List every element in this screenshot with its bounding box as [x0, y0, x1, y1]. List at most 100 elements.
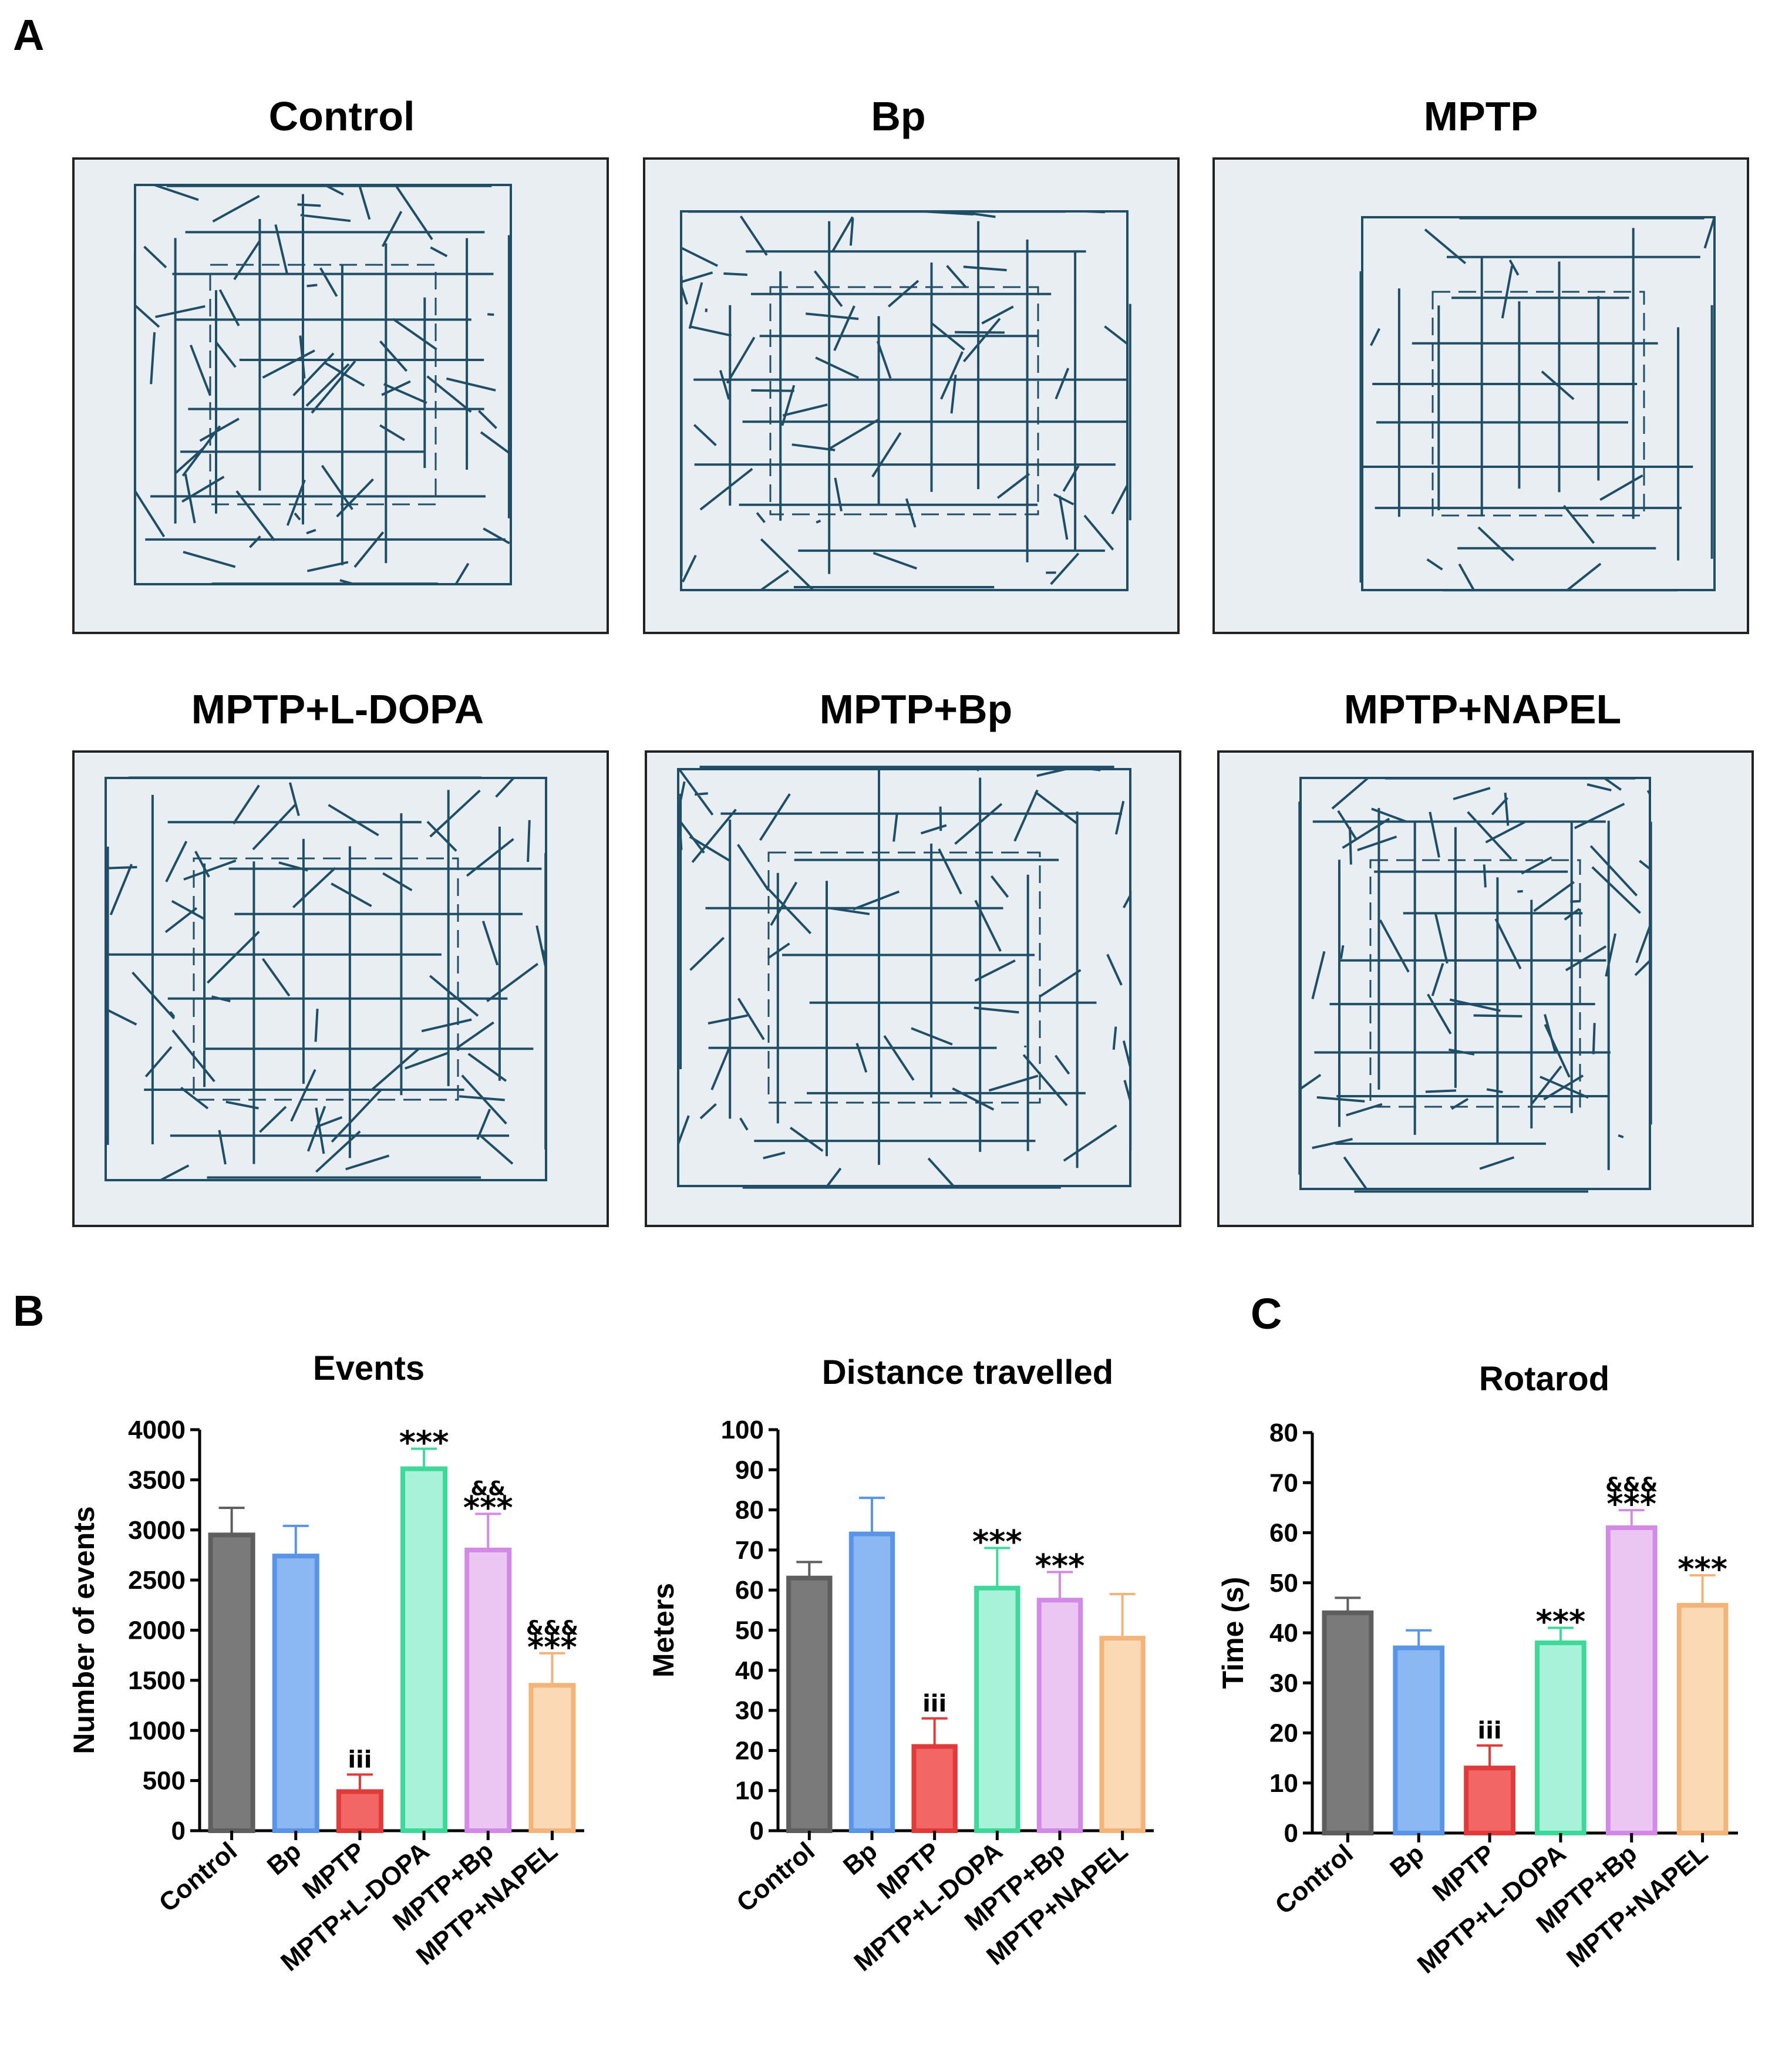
track-plot-mptp-napel [1217, 750, 1754, 1227]
track-plot-mptp-bp [645, 750, 1181, 1227]
y-tick-label: 40 [735, 1656, 764, 1685]
y-tick-label: 50 [1269, 1569, 1298, 1598]
y-tick-label: 10 [1269, 1769, 1298, 1798]
significance-stars: *** [527, 1629, 577, 1666]
y-axis-label: Meters [647, 1583, 680, 1677]
bar-chart-2: Distance travelled 0 10 20 30 40 50 60 70 80 90 100… [647, 1353, 1154, 1977]
bar [911, 1744, 958, 1834]
center-zone [1431, 291, 1645, 517]
y-tick-label: 50 [735, 1616, 764, 1645]
movement-track [680, 210, 1131, 591]
bar [528, 1683, 576, 1834]
center-zone [193, 857, 459, 1101]
bar-group-1 [272, 1524, 319, 1834]
significance-stars: *** [1678, 1551, 1727, 1588]
bar-group-3 [400, 1447, 448, 1833]
chart-title: Rotarod [1479, 1360, 1609, 1398]
y-tick-label: 3500 [128, 1465, 186, 1494]
bar [974, 1585, 1020, 1833]
center-zone [769, 286, 1039, 516]
significance-vs-control: iii [1478, 1717, 1502, 1744]
y-tick-label: 90 [735, 1456, 764, 1484]
x-tick-label: Control [154, 1837, 242, 1918]
movement-track [133, 184, 512, 585]
movement-track [1298, 777, 1652, 1193]
x-tick-label: Bp [1385, 1839, 1429, 1883]
y-axis-label: Number of events [68, 1506, 100, 1754]
y-axis-label: Time (s) [1217, 1577, 1249, 1689]
bar [1535, 1640, 1586, 1836]
bar-group-4 [1036, 1571, 1083, 1833]
movement-track [105, 776, 547, 1181]
panel-label-a: A [13, 11, 44, 59]
bar-group-0 [1322, 1596, 1374, 1835]
bar [272, 1554, 319, 1834]
y-tick-label: 0 [750, 1817, 764, 1845]
movement-track [677, 766, 1132, 1189]
y-tick-label: 0 [171, 1817, 186, 1845]
track-title-mptp-napel: MPTP+NAPEL [1344, 686, 1622, 732]
x-tick-label: Bp [262, 1837, 306, 1881]
bar [400, 1466, 448, 1833]
x-tick-label: Bp [838, 1837, 882, 1881]
bar [336, 1789, 383, 1833]
track-title-mptp-ldopa: MPTP+L-DOPA [191, 686, 484, 732]
y-tick-label: 10 [735, 1777, 764, 1805]
y-tick-label: 1500 [128, 1666, 186, 1695]
bar [786, 1575, 833, 1833]
bar-group-5 [1676, 1574, 1729, 1836]
track-plot-mptp [1212, 157, 1749, 634]
bar-group-3 [974, 1547, 1020, 1833]
bar [848, 1531, 895, 1834]
bar [1605, 1525, 1658, 1836]
arena-frame [72, 157, 609, 634]
chart-title: Distance travelled [822, 1353, 1113, 1392]
significance-vs-ldopa: &&& [1605, 1473, 1658, 1497]
y-tick-label: 20 [735, 1736, 764, 1765]
bar-group-1 [848, 1497, 895, 1834]
y-tick-label: 70 [735, 1536, 764, 1565]
y-tick-label: 70 [1269, 1468, 1298, 1497]
bar [464, 1547, 512, 1833]
bar-group-5 [1099, 1593, 1146, 1833]
significance-vs-control: iii [348, 1746, 372, 1773]
bar-group-0 [208, 1507, 255, 1834]
significance-stars: *** [1536, 1603, 1586, 1640]
track-plot-mptp-ldopa [72, 750, 609, 1227]
bar-group-2 [1464, 1744, 1515, 1836]
bar-group-2 [336, 1773, 383, 1833]
bar-group-5 [528, 1652, 576, 1834]
bar-chart-1: Events 0 500 1000 1500 2000 2500 3000 3500 4000 Nu… [68, 1349, 584, 1977]
bar [1464, 1766, 1515, 1836]
significance-vs-ldopa: &&& [526, 1616, 578, 1640]
significance-stars: *** [1035, 1547, 1085, 1584]
y-tick-label: 2500 [128, 1566, 186, 1595]
panel-label-b: B [13, 1286, 44, 1335]
arena-frame [645, 750, 1181, 1227]
bar [208, 1532, 255, 1834]
panel-label-c: C [1251, 1289, 1282, 1338]
y-tick-label: 2000 [128, 1616, 186, 1645]
y-tick-label: 60 [735, 1576, 764, 1605]
significance-vs-ldopa: && [471, 1477, 506, 1500]
arena-frame [643, 157, 1180, 634]
y-tick-label: 60 [1269, 1519, 1298, 1548]
y-tick-label: 4000 [128, 1416, 186, 1444]
chart-title: Events [313, 1349, 425, 1387]
y-tick-label: 40 [1269, 1619, 1298, 1648]
center-zone [209, 264, 437, 506]
track-title-mptp-bp: MPTP+Bp [820, 686, 1013, 732]
bar [1036, 1598, 1083, 1833]
y-tick-label: 30 [735, 1696, 764, 1725]
center-zone [767, 851, 1041, 1104]
track-title-bp: Bp [871, 93, 925, 139]
track-plot-bp [643, 157, 1180, 634]
y-tick-label: 80 [735, 1496, 764, 1525]
bar [1322, 1610, 1374, 1835]
track-title-mptp: MPTP [1424, 93, 1538, 139]
movement-track [1359, 216, 1716, 592]
y-tick-label: 100 [721, 1416, 764, 1444]
bar-group-3 [1535, 1626, 1586, 1836]
bar [1099, 1636, 1146, 1833]
center-zone [1369, 859, 1581, 1108]
